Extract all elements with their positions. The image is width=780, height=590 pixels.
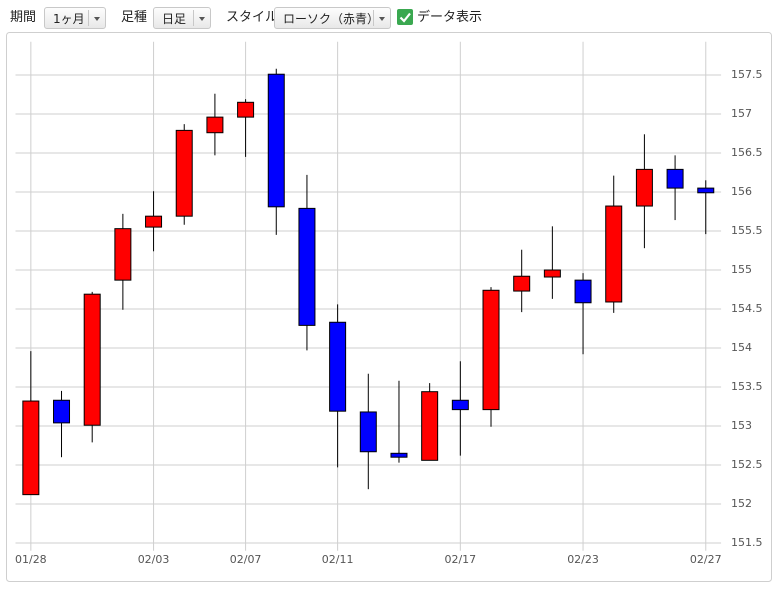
x-tick-label: 02/23: [567, 553, 599, 566]
x-tick-label: 02/03: [138, 553, 170, 566]
candle-body: [114, 228, 132, 281]
period-dropdown[interactable]: 1ヶ月: [44, 7, 106, 29]
candle-body: [605, 205, 623, 303]
candle-body: [359, 411, 377, 453]
toolbar: 期間 1ヶ月 足種 日足 スタイル ローソク（赤青） データ表示: [0, 0, 780, 32]
period-label: 期間: [10, 10, 37, 25]
y-tick-label: 154: [731, 341, 752, 354]
data-display-checkbox[interactable]: [397, 9, 413, 25]
candle-body: [237, 101, 255, 118]
y-tick-label: 156.5: [731, 146, 763, 159]
candle-body: [175, 129, 193, 217]
candle-body: [513, 275, 531, 292]
candle-body: [83, 293, 101, 426]
style-dropdown[interactable]: ローソク（赤青）: [274, 7, 391, 29]
x-tick-label: 01/28: [15, 553, 47, 566]
candle-body: [145, 215, 163, 228]
x-tick-label: 02/17: [444, 553, 476, 566]
candle-body: [635, 168, 653, 207]
candle-body: [574, 279, 592, 304]
y-tick-label: 156: [731, 185, 752, 198]
candle-body: [390, 452, 408, 458]
style-value: ローソク（赤青）: [283, 12, 380, 26]
candle-body: [22, 400, 40, 496]
type-label: 足種: [121, 10, 148, 25]
y-tick-label: 155.5: [731, 224, 763, 237]
chart-frame: [6, 32, 772, 582]
candle-body: [298, 207, 316, 326]
style-label: スタイル: [226, 10, 279, 25]
candle-body: [421, 391, 439, 461]
candle-body: [329, 321, 347, 412]
y-tick-label: 153: [731, 419, 752, 432]
period-value: 1ヶ月: [53, 12, 85, 26]
y-tick-label: 157: [731, 107, 752, 120]
data-display-label[interactable]: データ表示: [417, 10, 483, 25]
candle-body: [53, 399, 71, 424]
y-tick-label: 154.5: [731, 302, 763, 315]
candle-body: [267, 73, 285, 208]
candle-body: [697, 187, 715, 194]
x-tick-label: 02/07: [230, 553, 262, 566]
type-value: 日足: [162, 12, 187, 26]
candle-body: [482, 289, 500, 411]
x-tick-label: 02/11: [322, 553, 354, 566]
x-tick-label: 02/27: [690, 553, 722, 566]
candle-body: [543, 269, 561, 278]
candle-body: [206, 116, 224, 134]
type-dropdown[interactable]: 日足: [153, 7, 211, 29]
candle-body: [451, 399, 469, 411]
y-tick-label: 152: [731, 497, 752, 510]
y-tick-label: 152.5: [731, 458, 763, 471]
y-tick-label: 155: [731, 263, 752, 276]
y-tick-label: 151.5: [731, 536, 763, 549]
y-tick-label: 157.5: [731, 68, 763, 81]
candle-body: [666, 168, 684, 189]
y-tick-label: 153.5: [731, 380, 763, 393]
